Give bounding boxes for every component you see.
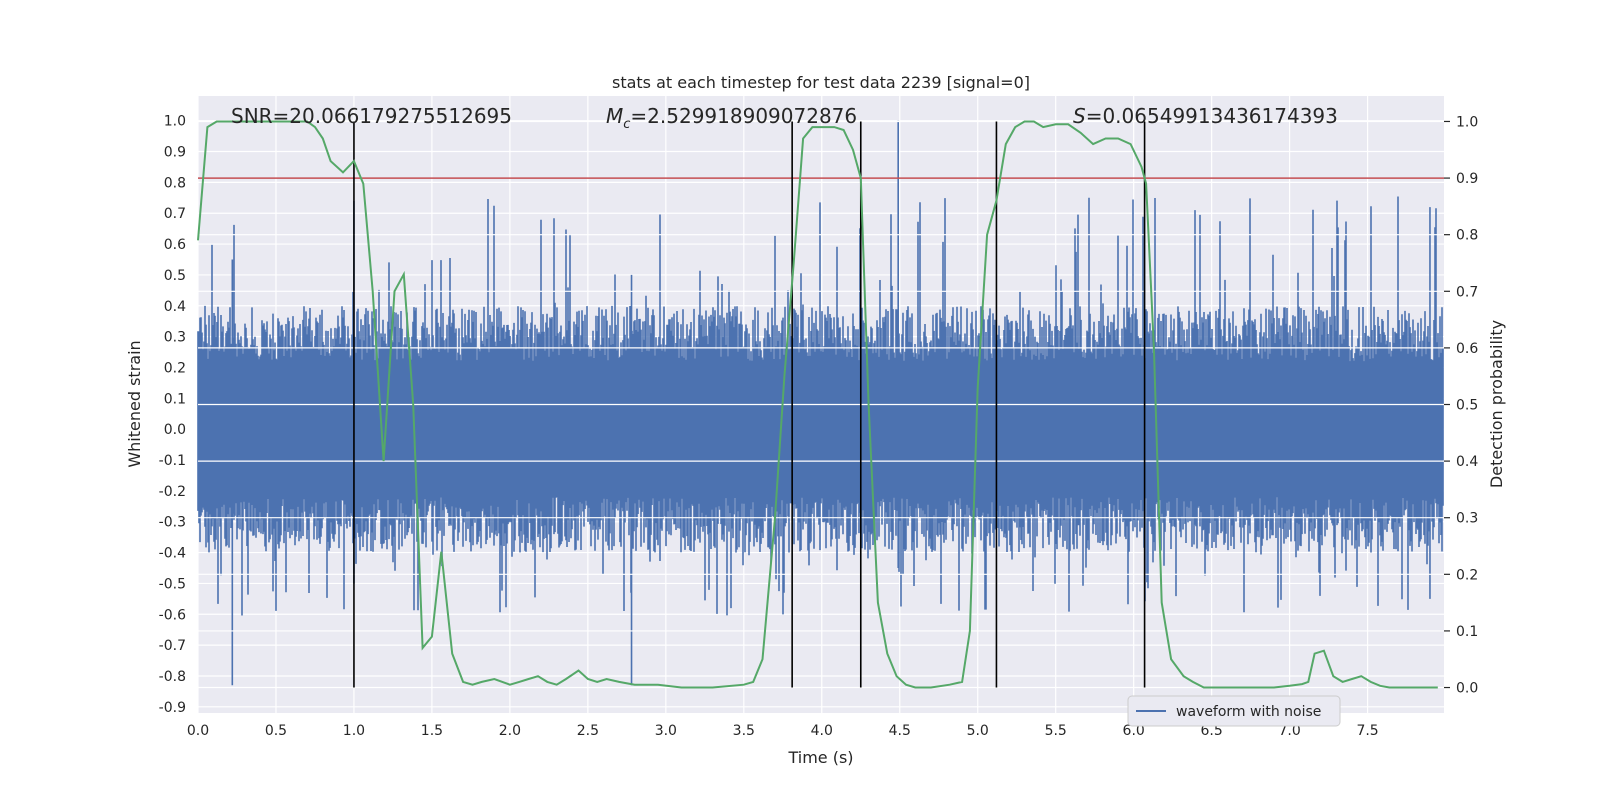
x-tick-label: 4.5 bbox=[889, 723, 911, 739]
y-left-tick-label: 0.9 bbox=[164, 145, 186, 161]
x-tick-label: 6.0 bbox=[1123, 723, 1145, 739]
s-annotation: S=0.06549913436174393 bbox=[1073, 104, 1338, 128]
y-right-tick-label: 0.5 bbox=[1456, 398, 1478, 414]
x-tick-label: 3.0 bbox=[655, 723, 677, 739]
y-right-tick-label: 0.1 bbox=[1456, 624, 1478, 640]
y-right-tick-labels: 1.0 0.9 0.8 0.7 0.6 0.5 0.4 0.3 0.2 0.1 0.0 bbox=[1444, 114, 1478, 697]
mc-symbol: M bbox=[606, 104, 623, 128]
y-left-tick-label: -0.4 bbox=[159, 546, 186, 562]
x-tick-label: 4.0 bbox=[811, 723, 833, 739]
y-left-tick-label: -0.9 bbox=[159, 700, 186, 716]
mc-value: =2.529918909072876 bbox=[630, 104, 857, 128]
y-right-tick-label: 0.0 bbox=[1456, 681, 1478, 697]
x-tick-labels: 0.0 0.5 1.0 1.5 2.0 2.5 3.0 3.5 4.0 4.5 5.0 5.5 6.0 6… bbox=[187, 723, 1379, 739]
y-left-tick-label: 0.8 bbox=[164, 175, 186, 191]
y-left-tick-label: 0.1 bbox=[164, 391, 186, 407]
x-tick-label: 2.5 bbox=[577, 723, 599, 739]
x-tick-label: 2.0 bbox=[499, 723, 521, 739]
y-left-tick-label: -0.7 bbox=[159, 638, 186, 654]
s-symbol: S bbox=[1073, 104, 1086, 128]
x-tick-label: 1.5 bbox=[421, 723, 443, 739]
y-left-axis-label: Whitened strain bbox=[125, 340, 144, 467]
y-right-tick-label: 0.7 bbox=[1456, 284, 1478, 300]
x-tick-label: 5.5 bbox=[1045, 723, 1067, 739]
y-right-tick-label: 1.0 bbox=[1456, 114, 1478, 130]
y-right-tick-label: 0.6 bbox=[1456, 341, 1478, 357]
y-left-tick-label: -0.2 bbox=[159, 484, 186, 500]
x-tick-label: 7.5 bbox=[1356, 723, 1378, 739]
x-tick-label: 3.5 bbox=[733, 723, 755, 739]
x-tick-label: 1.0 bbox=[343, 723, 365, 739]
x-tick-label: 6.5 bbox=[1201, 723, 1223, 739]
y-left-tick-label: 0.2 bbox=[164, 360, 186, 376]
y-left-tick-label: 0.7 bbox=[164, 206, 186, 222]
x-tick-label: 5.0 bbox=[967, 723, 989, 739]
y-left-tick-label: -0.6 bbox=[159, 607, 186, 623]
y-left-tick-label: -0.1 bbox=[159, 453, 186, 469]
y-left-tick-label: -0.5 bbox=[159, 576, 186, 592]
legend-label-waveform: waveform with noise bbox=[1176, 704, 1321, 720]
y-right-axis-label: Detection probability bbox=[1487, 320, 1506, 488]
legend-box bbox=[1127, 695, 1341, 727]
waveform-series bbox=[197, 120, 1444, 689]
y-right-tick-label: 0.4 bbox=[1456, 454, 1478, 470]
y-left-tick-label: 0.4 bbox=[164, 299, 186, 315]
chart-title: stats at each timestep for test data 223… bbox=[612, 73, 1030, 92]
y-right-tick-label: 0.2 bbox=[1456, 567, 1478, 583]
y-left-tick-label: 0.5 bbox=[164, 268, 186, 284]
mc-annotation: Mc=2.529918909072876 bbox=[606, 104, 857, 132]
y-right-tick-label: 0.3 bbox=[1456, 511, 1478, 527]
y-left-tick-label: -0.3 bbox=[159, 515, 186, 531]
probability-line bbox=[197, 120, 1438, 689]
y-left-tick-label: 1.0 bbox=[164, 114, 186, 130]
s-value: =0.06549913436174393 bbox=[1086, 104, 1338, 128]
y-left-tick-label: 0.6 bbox=[164, 237, 186, 253]
y-left-tick-label: 0.3 bbox=[164, 330, 186, 346]
legend: waveform with noise bbox=[1127, 695, 1341, 727]
x-axis-label: Time (s) bbox=[787, 748, 853, 767]
x-tick-label: 0.5 bbox=[265, 723, 287, 739]
waveform-path bbox=[197, 120, 1444, 686]
x-tick-label: 0.0 bbox=[187, 723, 209, 739]
mc-subscript: c bbox=[623, 117, 630, 132]
vertical-markers bbox=[353, 121, 1146, 688]
y-left-tick-label: -0.8 bbox=[159, 669, 186, 685]
x-tick-label: 7.0 bbox=[1278, 723, 1300, 739]
snr-annotation: SNR=20.066179275512695 bbox=[231, 104, 512, 128]
y-left-tick-labels: 1.0 0.9 0.8 0.7 0.6 0.5 0.4 0.3 0.2 0.1 0.0 -0.1 -0.… bbox=[159, 114, 186, 716]
y-right-tick-label: 0.8 bbox=[1456, 228, 1478, 244]
y-left-tick-label: 0.0 bbox=[164, 422, 186, 438]
y-right-tick-label: 0.9 bbox=[1456, 171, 1478, 187]
